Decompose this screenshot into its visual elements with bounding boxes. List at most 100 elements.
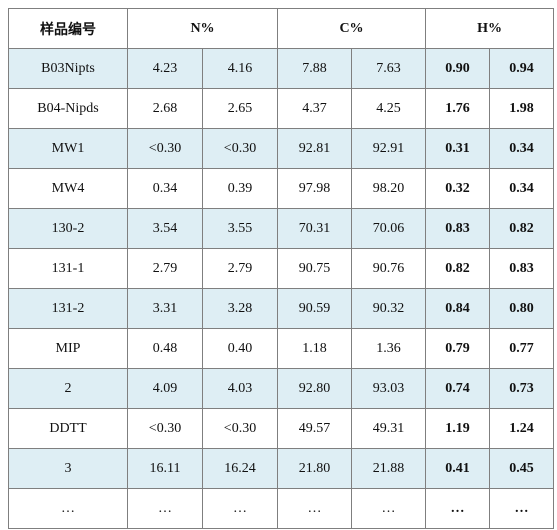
cell-nitrogen-2: 0.40: [202, 328, 278, 369]
cell-carbon-2: 1.36: [351, 328, 426, 369]
cell-carbon-2: 49.31: [351, 408, 426, 449]
cell-carbon-1: 90.59: [277, 288, 352, 329]
cell-hydrogen-2: 1.24: [488, 408, 555, 449]
elemental-analysis-table: 样品编号 N% C% H% B03Nipts 4.23 4.16 7.88 7.63 0.…: [8, 8, 555, 529]
table-row: MW1 <0.30 <0.30 92.81 92.91 0.31 0.34: [8, 128, 555, 169]
cell-hydrogen-1: 0.41: [425, 448, 490, 489]
cell-hydrogen-2: 0.45: [488, 448, 555, 489]
cell-carbon-1: 70.31: [277, 208, 352, 249]
table-row: DDTT <0.30 <0.30 49.57 49.31 1.19 1.24: [8, 408, 555, 449]
cell-nitrogen-2: 4.16: [202, 48, 278, 89]
table-row: 131-1 2.79 2.79 90.75 90.76 0.82 0.83: [8, 248, 555, 289]
cell-nitrogen-2: <0.30: [202, 128, 278, 169]
cell-nitrogen-1: 2.79: [127, 248, 203, 289]
table-row: MIP 0.48 0.40 1.18 1.36 0.79 0.77: [8, 328, 555, 369]
cell-hydrogen-2: …: [488, 488, 555, 529]
cell-carbon-1: 4.37: [277, 88, 352, 129]
cell-nitrogen-2: <0.30: [202, 408, 278, 449]
header-sample-id: 样品编号: [8, 8, 128, 49]
cell-hydrogen-1: 0.90: [425, 48, 490, 89]
cell-hydrogen-1: 0.83: [425, 208, 490, 249]
cell-nitrogen-1: 3.31: [127, 288, 203, 329]
cell-carbon-1: 90.75: [277, 248, 352, 289]
table-body: B03Nipts 4.23 4.16 7.88 7.63 0.90 0.94 B04-Nipd…: [8, 48, 555, 529]
cell-sample-id: B04-Nipds: [8, 88, 128, 129]
cell-nitrogen-1: 3.54: [127, 208, 203, 249]
table-row: …………………: [8, 488, 555, 529]
cell-carbon-1: 97.98: [277, 168, 352, 209]
cell-carbon-2: 21.88: [351, 448, 426, 489]
cell-carbon-1: 92.80: [277, 368, 352, 409]
cell-hydrogen-1: …: [425, 488, 490, 529]
cell-nitrogen-1: <0.30: [127, 128, 203, 169]
cell-sample-id: MW4: [8, 168, 128, 209]
cell-nitrogen-2: 2.79: [202, 248, 278, 289]
cell-hydrogen-1: 0.31: [425, 128, 490, 169]
cell-carbon-1: 1.18: [277, 328, 352, 369]
cell-sample-id: DDTT: [8, 408, 128, 449]
table-row: 2 4.09 4.03 92.80 93.03 0.74 0.73: [8, 368, 555, 409]
cell-nitrogen-1: 2.68: [127, 88, 203, 129]
table-row: MW4 0.34 0.39 97.98 98.20 0.32 0.34: [8, 168, 555, 209]
table-row: B04-Nipds 2.68 2.65 4.37 4.25 1.76 1.98: [8, 88, 555, 129]
cell-hydrogen-1: 0.84: [425, 288, 490, 329]
cell-carbon-2: 90.32: [351, 288, 426, 329]
cell-nitrogen-1: 0.48: [127, 328, 203, 369]
cell-sample-id: …: [8, 488, 128, 529]
table-row: 3 16.11 16.24 21.80 21.88 0.41 0.45: [8, 448, 555, 489]
cell-sample-id: MW1: [8, 128, 128, 169]
header-hydrogen: H%: [424, 8, 555, 49]
cell-carbon-1: …: [277, 488, 352, 529]
cell-sample-id: 3: [8, 448, 128, 489]
cell-hydrogen-1: 1.76: [425, 88, 490, 129]
cell-hydrogen-2: 0.77: [488, 328, 555, 369]
cell-sample-id: 2: [8, 368, 128, 409]
cell-hydrogen-1: 1.19: [425, 408, 490, 449]
cell-sample-id: 130-2: [8, 208, 128, 249]
cell-hydrogen-2: 0.34: [488, 168, 555, 209]
cell-nitrogen-2: 3.55: [202, 208, 278, 249]
cell-carbon-1: 49.57: [277, 408, 352, 449]
cell-carbon-2: 7.63: [351, 48, 426, 89]
cell-nitrogen-1: 16.11: [127, 448, 203, 489]
cell-hydrogen-2: 0.82: [488, 208, 555, 249]
cell-nitrogen-2: 0.39: [202, 168, 278, 209]
cell-carbon-2: 93.03: [351, 368, 426, 409]
table-row: 130-2 3.54 3.55 70.31 70.06 0.83 0.82: [8, 208, 555, 249]
cell-hydrogen-2: 0.34: [488, 128, 555, 169]
cell-hydrogen-2: 0.73: [488, 368, 555, 409]
cell-hydrogen-1: 0.74: [425, 368, 490, 409]
cell-sample-id: B03Nipts: [8, 48, 128, 89]
cell-carbon-1: 7.88: [277, 48, 352, 89]
cell-sample-id: 131-1: [8, 248, 128, 289]
cell-carbon-2: 98.20: [351, 168, 426, 209]
table-row: 131-2 3.31 3.28 90.59 90.32 0.84 0.80: [8, 288, 555, 329]
cell-hydrogen-2: 1.98: [488, 88, 555, 129]
cell-hydrogen-2: 0.83: [488, 248, 555, 289]
cell-hydrogen-1: 0.82: [425, 248, 490, 289]
cell-nitrogen-2: 4.03: [202, 368, 278, 409]
cell-carbon-1: 92.81: [277, 128, 352, 169]
cell-sample-id: MIP: [8, 328, 128, 369]
cell-nitrogen-1: <0.30: [127, 408, 203, 449]
cell-nitrogen-1: …: [127, 488, 203, 529]
cell-hydrogen-1: 0.79: [425, 328, 490, 369]
table-row: B03Nipts 4.23 4.16 7.88 7.63 0.90 0.94: [8, 48, 555, 89]
cell-nitrogen-1: 4.09: [127, 368, 203, 409]
cell-nitrogen-2: …: [202, 488, 278, 529]
cell-hydrogen-2: 0.94: [488, 48, 555, 89]
cell-nitrogen-1: 4.23: [127, 48, 203, 89]
cell-sample-id: 131-2: [8, 288, 128, 329]
cell-carbon-2: 70.06: [351, 208, 426, 249]
header-row: 样品编号 N% C% H%: [8, 8, 555, 49]
header-nitrogen: N%: [127, 8, 278, 49]
cell-nitrogen-2: 3.28: [202, 288, 278, 329]
cell-nitrogen-1: 0.34: [127, 168, 203, 209]
cell-nitrogen-2: 16.24: [202, 448, 278, 489]
header-carbon: C%: [277, 8, 426, 49]
cell-hydrogen-1: 0.32: [425, 168, 490, 209]
cell-carbon-1: 21.80: [277, 448, 352, 489]
cell-nitrogen-2: 2.65: [202, 88, 278, 129]
cell-hydrogen-2: 0.80: [488, 288, 555, 329]
cell-carbon-2: 90.76: [351, 248, 426, 289]
